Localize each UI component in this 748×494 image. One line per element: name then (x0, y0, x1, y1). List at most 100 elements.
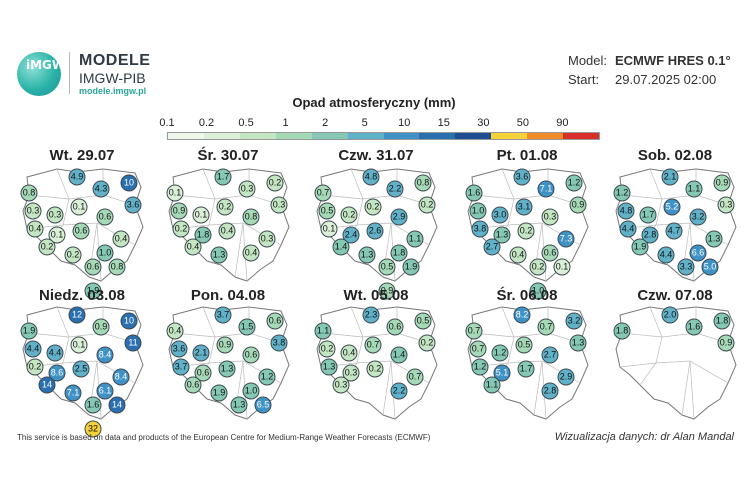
panel-title: Niedz. 03.08 (39, 287, 125, 304)
imgw-logo: iMGW (17, 52, 65, 96)
precip-value-marker: 0.4 (112, 230, 130, 248)
precip-value-marker: 2.3 (362, 306, 380, 324)
precip-value-marker: 0.3 (46, 206, 64, 224)
panel-title: Śr. 06.08 (496, 287, 558, 304)
logo-text: iMGW (26, 58, 66, 72)
precip-value-marker: 0.2 (529, 258, 547, 276)
precip-value-marker: 0.1 (166, 184, 184, 202)
precip-value-marker: 1.4 (332, 238, 350, 256)
precip-value-marker: 7.1 (537, 180, 555, 198)
precip-value-marker: 1.1 (314, 322, 332, 340)
brand-subtitle: IMGW-PIB (79, 70, 146, 86)
panel-title: Czw. 07.08 (637, 287, 713, 304)
precip-value-marker: 4.4 (657, 246, 675, 264)
precip-value-marker: 1.2 (258, 368, 276, 386)
legend-color-segment (239, 133, 276, 139)
precip-value-marker: 1.1 (406, 230, 424, 248)
precip-value-marker: 4.4 (619, 220, 637, 238)
precip-value-marker: 1.6 (465, 184, 483, 202)
precip-value-marker: 1.5 (238, 318, 256, 336)
precip-value-marker: 0.3 (541, 208, 559, 226)
precip-value-marker: 2.9 (390, 208, 408, 226)
precip-value-marker: 10 (120, 312, 138, 330)
precip-value-marker: 2.5 (72, 360, 90, 378)
precip-value-marker: 3.6 (170, 340, 188, 358)
model-label: Model: (568, 53, 608, 68)
precip-value-marker: 3.6 (124, 196, 142, 214)
legend-color-segment (275, 133, 312, 139)
precip-value-marker: 0.4 (166, 322, 184, 340)
precip-value-marker: 1.9 (631, 238, 649, 256)
legend-color-segment (527, 133, 564, 139)
precip-value-marker: 8.6 (48, 364, 66, 382)
legend-color-segment (311, 133, 348, 139)
legend-tick: 5 (361, 117, 368, 129)
precip-value-marker: 1.3 (218, 360, 236, 378)
precip-value-marker: 1.0 (242, 382, 260, 400)
precip-value-marker: 0.1 (553, 258, 571, 276)
precip-value-marker: 2.6 (366, 222, 384, 240)
legend-color-segment (203, 133, 240, 139)
precip-value-marker: 0.1 (70, 336, 88, 354)
legend-title: Opad atmosferyczny (mm) (292, 95, 456, 110)
footer-credit: Wizualizacja danych: dr Alan Mandal (554, 431, 734, 443)
precip-value-marker: 6.1 (96, 382, 114, 400)
precip-value-marker: 0.6 (386, 318, 404, 336)
precip-value-marker: 0.8 (242, 208, 260, 226)
precip-value-marker: 6.5 (254, 396, 272, 414)
precip-value-marker: 1.6 (685, 318, 703, 336)
precip-value-marker: 3.8 (471, 220, 489, 238)
precip-value-marker: 0.9 (92, 318, 110, 336)
precip-value-marker: 3.2 (565, 312, 583, 330)
precip-value-marker: 0.5 (515, 336, 533, 354)
panel-title: Pt. 01.08 (496, 147, 558, 164)
precip-value-marker: 1.8 (194, 226, 212, 244)
precip-value-marker: 0.5 (318, 202, 336, 220)
precip-value-marker: 0.2 (266, 174, 284, 192)
precip-value-marker: 5.2 (663, 198, 681, 216)
precip-value-marker: 1.3 (210, 246, 228, 264)
start-value: 29.07.2025 02:00 (615, 72, 717, 87)
precip-value-marker: 1.1 (685, 180, 703, 198)
panel-title: Śr. 30.07 (197, 147, 259, 164)
precip-value-marker: 32 (84, 420, 102, 438)
precip-value-marker: 1.0 (96, 244, 114, 262)
legend-tick: 0.5 (238, 117, 254, 129)
precip-value-marker: 1.8 (713, 312, 731, 330)
precip-value-marker: 0.3 (24, 202, 42, 220)
precip-value-marker: 0.6 (541, 244, 559, 262)
precip-value-marker: 0.7 (314, 184, 332, 202)
precip-value-marker: 14 (108, 396, 126, 414)
precip-value-marker: 0.2 (418, 196, 436, 214)
precip-value-marker: 2.0 (661, 306, 679, 324)
precip-value-marker: 3.3 (677, 258, 695, 276)
precip-value-marker: 0.2 (64, 246, 82, 264)
precip-value-marker: 0.1 (192, 206, 210, 224)
precip-value-marker: 1.6 (84, 396, 102, 414)
precip-value-marker: 0.1 (70, 198, 88, 216)
panel-title: Pon. 04.08 (190, 287, 266, 304)
precip-value-marker: 0.6 (194, 364, 212, 382)
precip-value-marker: 0.7 (465, 322, 483, 340)
precip-value-marker: 5.0 (701, 258, 719, 276)
precip-value-marker: 7.3 (557, 230, 575, 248)
brand-url[interactable]: modele.imgw.pl (79, 86, 147, 96)
brand-name: MODELE (79, 52, 151, 69)
legend-tick: 2 (322, 117, 329, 129)
precip-value-marker: 2.8 (641, 226, 659, 244)
legend-tick: 30 (477, 117, 490, 129)
precip-value-marker: 0.2 (418, 334, 436, 352)
precip-value-marker: 0.7 (469, 340, 487, 358)
precip-value-marker: 0.7 (364, 336, 382, 354)
precip-value-marker: 1.0 (529, 282, 547, 300)
precip-value-marker: 1.3 (569, 334, 587, 352)
legend-color-segment (419, 133, 456, 139)
legend-color-bar (167, 132, 600, 140)
legend-color-segment (491, 133, 528, 139)
precip-value-marker: 11 (124, 334, 142, 352)
footer-attribution: This service is based on data and produc… (17, 433, 431, 442)
precip-value-marker: 5.1 (493, 364, 511, 382)
precip-value-marker: 8.4 (112, 368, 130, 386)
panel-title: Wt. 05.08 (343, 287, 409, 304)
precip-value-marker: 1.2 (491, 344, 509, 362)
